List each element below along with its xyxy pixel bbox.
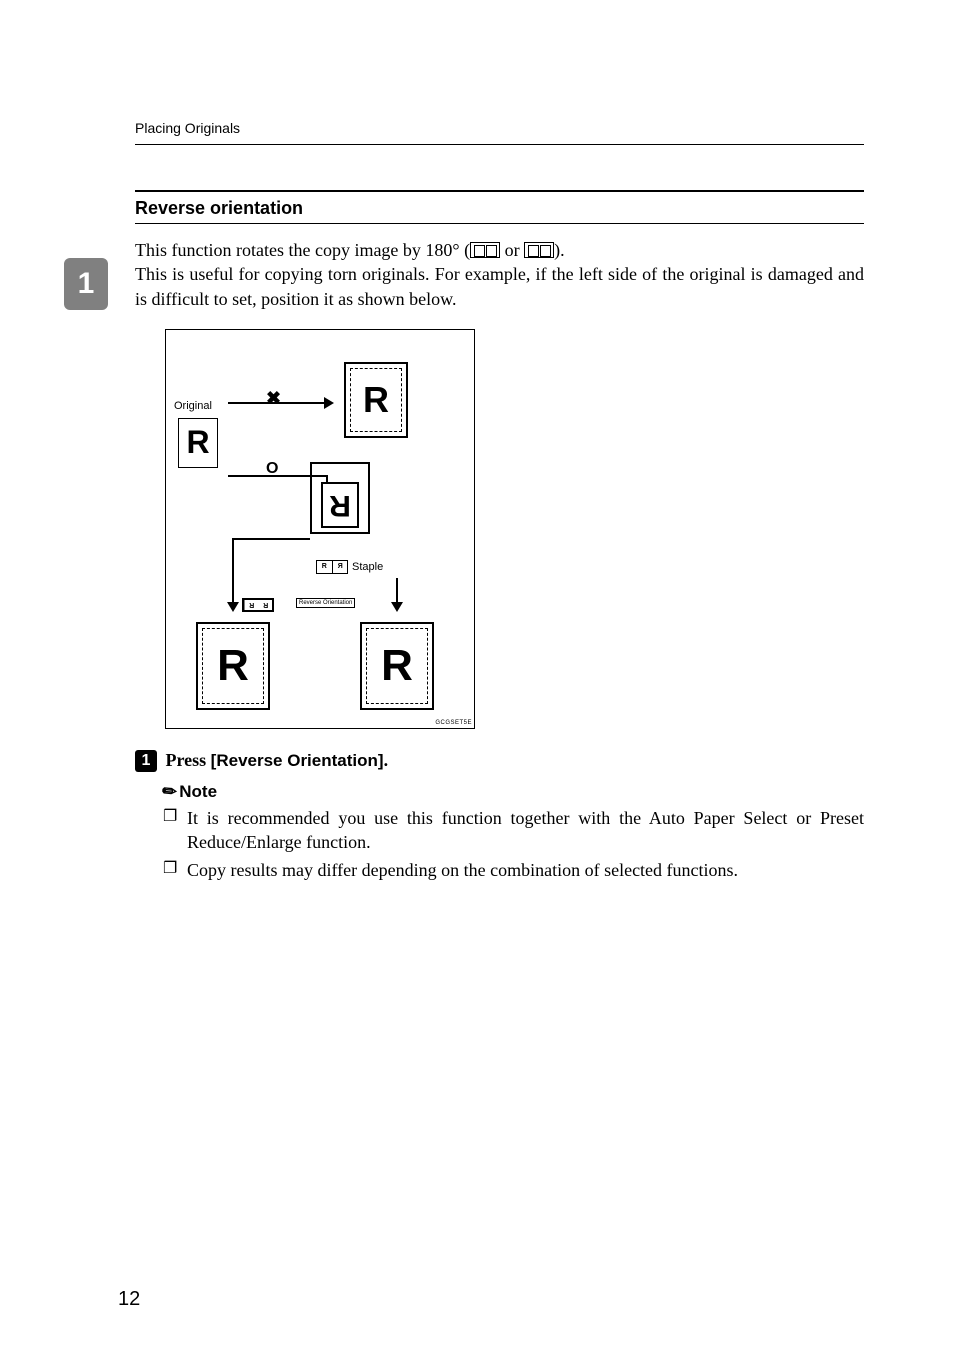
staple-icon: RR bbox=[316, 560, 348, 574]
note-heading: ✎Note bbox=[163, 782, 864, 802]
diagram-code: GCGSET5E bbox=[435, 720, 472, 726]
ui-label-reverse-orientation: [Reverse Orientation] bbox=[211, 751, 384, 770]
head-rule bbox=[135, 144, 864, 145]
staple-label: Staple bbox=[352, 561, 383, 573]
r-small: R bbox=[317, 561, 333, 573]
running-head: Placing Originals bbox=[135, 120, 240, 136]
x-mark: ✖ bbox=[266, 388, 281, 409]
r-rotated: R bbox=[321, 482, 359, 528]
orientation-icon-a bbox=[470, 242, 500, 258]
r-small: R bbox=[244, 600, 259, 610]
note-item: Copy results may differ depending on the… bbox=[163, 858, 864, 882]
arrow bbox=[232, 538, 234, 604]
r-original: R bbox=[178, 418, 218, 468]
diagram-frame: Original R ✖ R O R RR Staple bbox=[165, 329, 475, 729]
arrow-head bbox=[391, 602, 403, 612]
orient-icon: RR bbox=[242, 598, 274, 612]
note-item: It is recommended you use this function … bbox=[163, 806, 864, 855]
original-label: Original bbox=[174, 400, 212, 412]
step-number-icon: 1 bbox=[135, 750, 157, 772]
text: or bbox=[500, 240, 524, 260]
section-tab: 1 bbox=[64, 258, 108, 310]
diagram: Original R ✖ R O R RR Staple bbox=[165, 329, 864, 729]
page-number: 12 bbox=[118, 1288, 140, 1311]
orientation-icon-b bbox=[524, 242, 554, 258]
dash bbox=[366, 628, 428, 704]
paragraph: This is useful for copying torn original… bbox=[135, 262, 864, 311]
step-lead: Press bbox=[166, 750, 211, 770]
r-small: R bbox=[259, 600, 273, 610]
text: ). bbox=[554, 240, 565, 260]
arrow bbox=[396, 578, 398, 604]
r-small-mirror: R bbox=[333, 561, 348, 573]
note-heading-text: Note bbox=[179, 782, 217, 801]
arrow-head bbox=[324, 397, 334, 409]
rule bbox=[135, 223, 864, 224]
reverse-orientation-ui: Reverse Orientation bbox=[296, 598, 355, 608]
arrow-head bbox=[227, 602, 239, 612]
text: This function rotates the copy image by … bbox=[135, 240, 470, 260]
section-title: Reverse orientation bbox=[135, 198, 864, 219]
paragraph: This function rotates the copy image by … bbox=[135, 238, 864, 262]
rule bbox=[135, 190, 864, 192]
step-1: 1 Press [Reverse Orientation]. bbox=[135, 749, 864, 772]
dash bbox=[202, 628, 264, 704]
arrow bbox=[232, 538, 310, 540]
step-tail: . bbox=[384, 750, 389, 770]
arrow bbox=[228, 402, 326, 404]
dash bbox=[350, 368, 402, 432]
